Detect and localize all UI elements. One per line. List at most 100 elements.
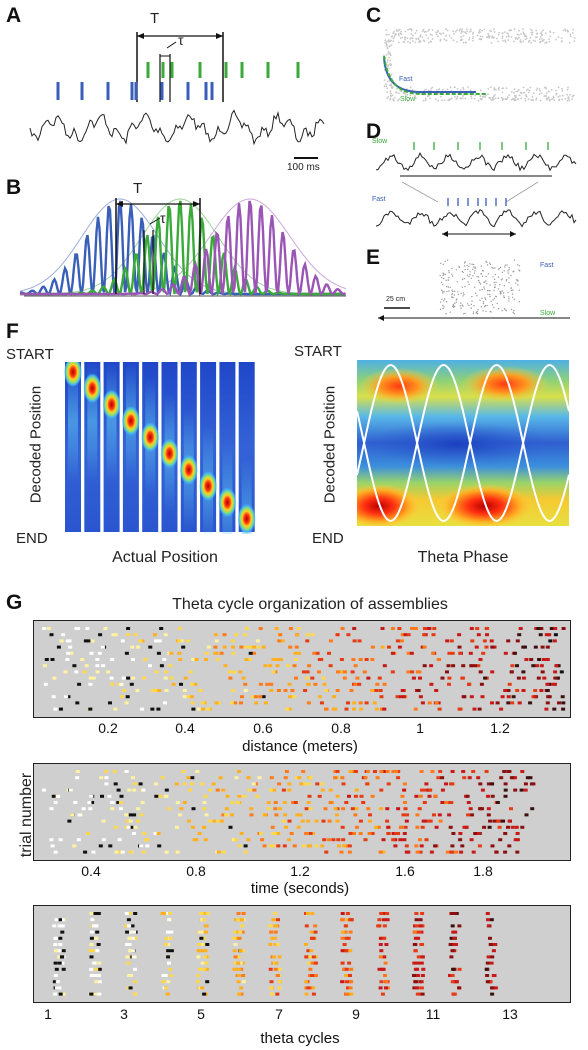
c-track-dot xyxy=(392,40,395,42)
g-raster-spike xyxy=(313,682,318,686)
g-raster-spike xyxy=(82,670,87,674)
panel-letter-a: A xyxy=(6,4,22,27)
e-dot xyxy=(489,295,491,298)
g-raster-spike xyxy=(268,788,273,792)
g-raster-spike xyxy=(168,664,173,668)
g-raster-spike xyxy=(485,980,490,984)
g-raster-spike xyxy=(238,961,243,965)
c-track-dot xyxy=(544,32,547,35)
g-raster-spike xyxy=(413,707,418,711)
f-heatmap-peak xyxy=(199,471,218,502)
c-track-dot xyxy=(389,64,392,67)
c-track-dot xyxy=(470,95,472,98)
g-raster-spike xyxy=(135,689,140,692)
g-raster-spike xyxy=(258,682,263,686)
g-raster-spike xyxy=(552,707,557,711)
c-track-dot xyxy=(548,40,551,43)
c-track-dot xyxy=(431,38,434,40)
g-raster-spike xyxy=(384,943,389,946)
g-raster-spike xyxy=(97,967,102,971)
g-raster-spike xyxy=(342,676,347,680)
c-track-dot xyxy=(538,88,541,90)
c-track-dot xyxy=(393,30,395,33)
g-raster-spike xyxy=(178,658,183,661)
g-raster-spike xyxy=(457,986,462,990)
c-track-dot xyxy=(422,39,425,42)
g-raster-spike xyxy=(361,801,366,804)
g-raster-spike xyxy=(283,813,288,817)
g-raster-spike xyxy=(287,682,292,686)
c-track-dot xyxy=(455,98,458,100)
g-raster-spike xyxy=(97,651,102,655)
g-raster-spike xyxy=(413,949,418,953)
g-raster-spike xyxy=(145,838,150,842)
g-raster-spike xyxy=(106,670,111,674)
e-dot xyxy=(513,270,515,272)
g-xlabel-theta: theta cycles xyxy=(260,1030,340,1047)
g-raster-spike xyxy=(199,943,204,946)
c-track-dot xyxy=(548,98,551,101)
g-raster-spike xyxy=(167,807,172,811)
c-track-dot xyxy=(410,28,413,31)
e-dot xyxy=(518,301,520,303)
g-raster-spike xyxy=(110,658,115,661)
c-track-dot xyxy=(525,95,528,98)
g-raster-spike xyxy=(296,825,301,829)
f-heatmap-peak xyxy=(218,487,237,518)
g-raster-spike xyxy=(437,813,442,817)
g-raster-spike xyxy=(169,930,174,934)
e-dot xyxy=(469,263,471,265)
e-dot xyxy=(463,277,466,280)
g-raster-spike xyxy=(234,838,239,842)
e-dot xyxy=(439,308,442,310)
g-raster-spike xyxy=(346,936,351,940)
c-track-dot xyxy=(411,89,414,91)
c-track-dot xyxy=(386,97,388,99)
e-dot xyxy=(442,290,444,292)
g-raster-spike xyxy=(254,701,259,705)
g-raster-spike xyxy=(418,850,423,854)
g-raster-spike xyxy=(72,844,77,848)
e-dot xyxy=(451,293,454,295)
g-raster-spike xyxy=(486,807,491,811)
e-dot xyxy=(470,307,472,309)
g-raster-spike xyxy=(378,850,383,854)
g-raster-spike xyxy=(436,658,441,661)
g-raster-spike xyxy=(317,670,321,674)
c-track-dot xyxy=(522,86,525,89)
g-raster-spike xyxy=(262,844,267,848)
e-dot xyxy=(500,279,502,281)
g-raster-spike xyxy=(203,930,208,934)
g-tick-label: 1.2 xyxy=(290,863,310,879)
g-raster-spike xyxy=(515,838,520,842)
g-raster-spike xyxy=(200,701,205,705)
c-track-dot xyxy=(388,56,390,59)
g-raster-spike xyxy=(284,770,289,773)
e-dot xyxy=(476,276,478,278)
g-raster-spike xyxy=(275,943,280,946)
g-raster-spike xyxy=(349,689,354,692)
g-raster-spike xyxy=(412,986,417,990)
g-raster-spike xyxy=(404,850,409,854)
g-raster-spike xyxy=(295,633,300,637)
g-raster-spike xyxy=(353,682,358,686)
g-raster-spike xyxy=(69,651,74,655)
g-raster-spike xyxy=(193,682,198,686)
g-raster-spike xyxy=(386,832,391,835)
g-raster-spike xyxy=(499,707,504,711)
e-dot xyxy=(474,292,477,294)
g-raster-spike xyxy=(427,627,432,630)
g-raster-spike xyxy=(243,682,248,686)
c-track-dot xyxy=(403,41,406,43)
g-raster-spike xyxy=(188,670,193,674)
g-raster-spike xyxy=(310,974,315,977)
g-raster-spike xyxy=(414,924,419,928)
g-raster-spike xyxy=(342,967,347,971)
g-raster-spike xyxy=(506,639,511,643)
c-track-dot xyxy=(388,45,391,48)
e-dot xyxy=(512,311,514,314)
g-raster-spike xyxy=(52,924,57,928)
g-raster-spike xyxy=(501,819,506,823)
g-raster-spike xyxy=(416,961,421,965)
c-track-dot xyxy=(573,40,576,42)
